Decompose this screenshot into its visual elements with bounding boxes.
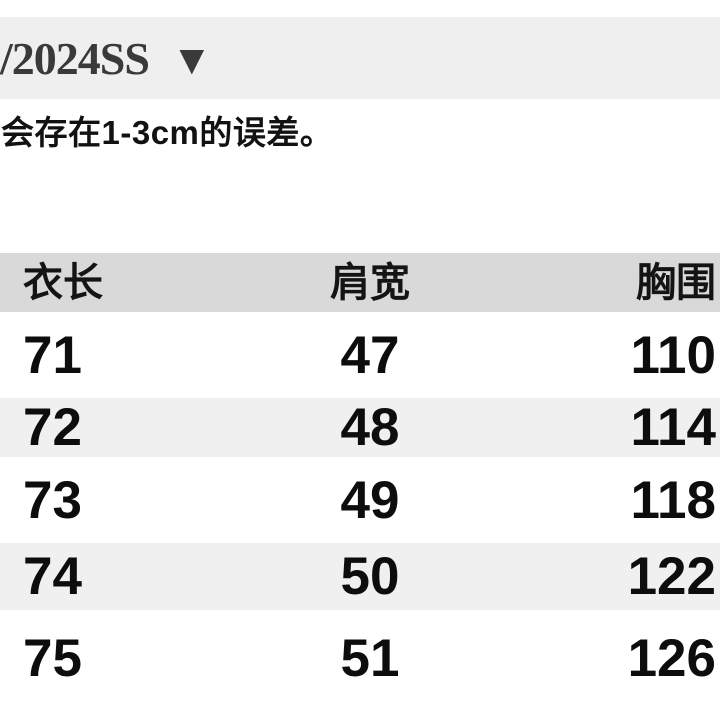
cell-length: 72 (23, 398, 82, 457)
table-row: 75 51 126 (0, 610, 720, 706)
cell-length: 74 (23, 547, 82, 606)
cell-length: 75 (23, 628, 82, 688)
table-header-row: 衣长 肩宽 胸围 (0, 253, 720, 312)
table-row: 71 47 110 (0, 312, 720, 398)
cell-chest: 126 (627, 628, 716, 688)
table-row: 73 49 118 (0, 457, 720, 543)
season-dropdown[interactable]: /2024SS ▼ (0, 17, 720, 99)
cell-chest: 110 (630, 325, 716, 385)
cell-length: 71 (23, 325, 82, 385)
cell-shoulder: 50 (340, 547, 400, 606)
cell-length: 73 (23, 470, 82, 530)
cell-shoulder: 47 (340, 325, 400, 385)
column-header-chest: 胸围 (636, 260, 716, 305)
cell-shoulder: 51 (340, 628, 400, 688)
column-header-length: 衣长 (23, 260, 103, 305)
cell-shoulder: 49 (340, 470, 400, 530)
cell-shoulder: 48 (340, 398, 400, 457)
column-header-shoulder: 肩宽 (330, 260, 410, 305)
table-row: 74 50 122 (0, 543, 720, 610)
table-row: 72 48 114 (0, 398, 720, 457)
cell-chest: 122 (627, 547, 716, 606)
cell-chest: 114 (630, 398, 716, 457)
season-label: /2024SS (0, 32, 150, 84)
measurement-tolerance-note: 会存在1-3cm的误差。 (1, 114, 334, 151)
dropdown-arrow-icon: ▼ (170, 36, 213, 83)
cell-chest: 118 (630, 470, 716, 530)
